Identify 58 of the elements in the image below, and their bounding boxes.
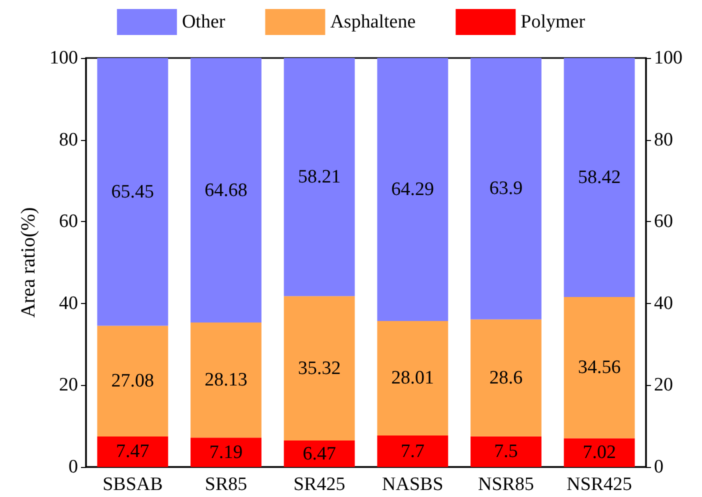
data-label: 64.29 xyxy=(391,178,434,200)
y-tick-label: 100 xyxy=(50,48,78,68)
bar xyxy=(284,58,355,296)
bar xyxy=(470,319,542,436)
data-label: 65.45 xyxy=(111,181,154,202)
y-tick-label: 0 xyxy=(68,456,78,478)
bar xyxy=(97,436,168,467)
y2-tick-label: 0 xyxy=(654,456,664,478)
data-label: 7.5 xyxy=(494,441,518,462)
data-label: 28.13 xyxy=(204,370,248,391)
data-label: 27.08 xyxy=(111,370,154,392)
x-tick-label: NSR425 xyxy=(566,474,632,495)
y-tick-label: 20 xyxy=(59,374,78,396)
data-label: 7.7 xyxy=(400,440,425,462)
data-label: 7.47 xyxy=(116,441,150,462)
x-tick-label: NSR85 xyxy=(478,474,534,495)
y2-tick-label: 80 xyxy=(654,129,673,150)
bar xyxy=(190,58,262,323)
legend-label: Other xyxy=(182,12,226,32)
data-label: 58.21 xyxy=(298,166,341,188)
data-label: 7.19 xyxy=(209,442,243,463)
legend-label: Asphaltene xyxy=(330,12,416,32)
data-label: 28.01 xyxy=(391,368,434,389)
y-axis-title: Area ratio(%) xyxy=(18,207,40,318)
bar xyxy=(470,436,542,467)
bar xyxy=(564,296,635,438)
y2-tick-label: 60 xyxy=(654,211,673,232)
x-tick-label: NASBS xyxy=(382,474,444,495)
bar xyxy=(97,326,168,436)
bar xyxy=(377,436,448,467)
data-label: 63.9 xyxy=(489,178,523,200)
bar xyxy=(377,58,448,321)
y-tick-label: 40 xyxy=(59,292,78,314)
bar xyxy=(564,438,635,467)
data-label: 6.47 xyxy=(302,443,336,464)
data-label: 58.42 xyxy=(578,166,621,188)
data-label: 7.02 xyxy=(582,442,616,464)
bar xyxy=(377,320,448,436)
bar xyxy=(284,440,355,467)
data-label: 64.68 xyxy=(204,180,248,201)
y-tick-label: 80 xyxy=(59,129,78,150)
x-tick-label: SR425 xyxy=(293,474,346,495)
bar xyxy=(190,322,262,438)
y2-tick-label: 20 xyxy=(654,374,673,396)
bar xyxy=(470,58,542,320)
y-tick-label: 60 xyxy=(59,211,78,232)
bar xyxy=(190,438,262,467)
legend-label: Polymer xyxy=(520,12,586,32)
data-label: 34.56 xyxy=(578,357,621,378)
bar xyxy=(97,58,168,326)
bar xyxy=(564,58,635,297)
data-label: 35.32 xyxy=(298,358,341,379)
data-label: 28.6 xyxy=(489,367,523,388)
bar xyxy=(284,296,355,441)
y2-tick-label: 40 xyxy=(654,292,673,314)
y2-tick-label: 100 xyxy=(654,48,682,68)
x-tick-label: SR85 xyxy=(204,474,248,495)
x-tick-label: SBSAB xyxy=(102,474,163,495)
